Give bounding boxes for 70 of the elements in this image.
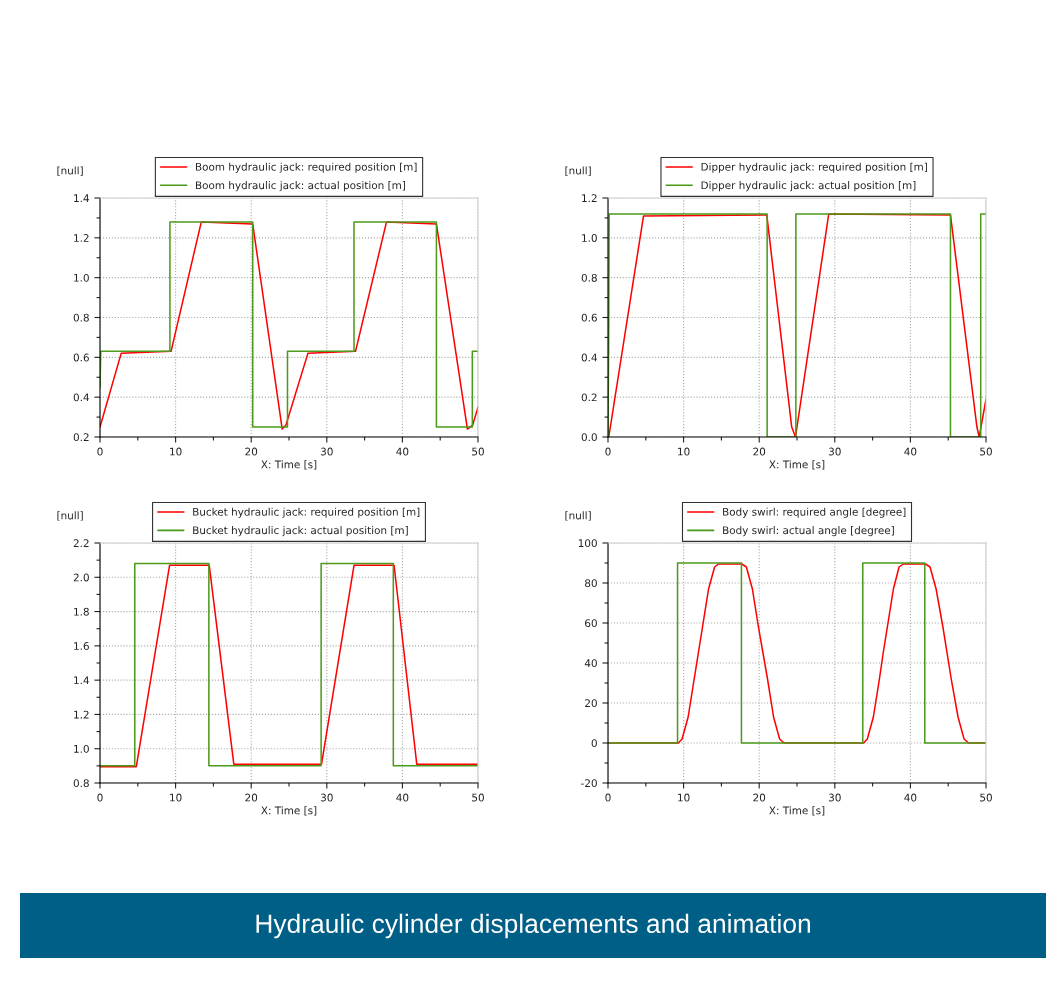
- x-tick-label: 10: [678, 447, 690, 456]
- x-tick-label: 50: [980, 447, 992, 456]
- y-tick-label: 0.4: [581, 353, 597, 362]
- legend-label: Body swirl: required angle [degree]: [723, 507, 906, 518]
- x-axis-title: X: Time [s]: [261, 806, 317, 816]
- y-tick-label: 0: [591, 739, 597, 748]
- y-tick-label: 1.4: [74, 194, 89, 202]
- y-tick-label: 1.0: [582, 234, 597, 242]
- x-tick-label: 20: [245, 793, 258, 802]
- y-tick-label: 80: [585, 579, 597, 588]
- x-tick-label: 40: [904, 447, 917, 456]
- x-tick-label: 20: [753, 447, 766, 456]
- x-axis-title: X: Time [s]: [769, 806, 825, 816]
- x-axis-title: X: Time [s]: [261, 460, 317, 470]
- x-tick-label: 30: [320, 447, 333, 456]
- y-tick-label: 1.2: [74, 234, 89, 242]
- x-tick-label: 10: [170, 793, 182, 802]
- y-tick-label: 0.6: [581, 313, 597, 322]
- x-tick-label: 30: [828, 447, 841, 456]
- y-tick-label: -20: [581, 779, 597, 788]
- y-axis-title: [null]: [57, 166, 83, 176]
- y-tick-label: 2.0: [73, 573, 89, 582]
- y-tick-label: 0.8: [73, 313, 89, 322]
- y-tick-label: 0.2: [581, 393, 597, 402]
- x-tick-label: 20: [753, 793, 766, 802]
- x-tick-label: 0: [605, 447, 611, 456]
- legend-label: Bucket hydraulic jack: required position [m]: [193, 507, 420, 518]
- x-tick-label: 0: [97, 447, 103, 456]
- y-tick-label: 0.6: [73, 353, 89, 362]
- legend-label: Dipper hydraulic jack: required position [m]: [701, 162, 927, 173]
- x-tick-label: 30: [828, 793, 841, 802]
- x-tick-label: 10: [678, 793, 690, 802]
- y-tick-label: 0.8: [73, 779, 89, 788]
- y-tick-label: 40: [584, 659, 597, 668]
- y-tick-label: 0.8: [581, 273, 597, 282]
- y-tick-label: 1.0: [74, 273, 89, 282]
- y-tick-label: 1.8: [74, 607, 89, 616]
- legend-label: Boom hydraulic jack: required position [m]: [195, 162, 417, 173]
- x-tick-label: 40: [904, 793, 917, 802]
- text: Hydraulic cylinder displacements and animation: [256, 913, 810, 939]
- x-axis-title: X: Time [s]: [769, 460, 825, 470]
- y-tick-label: 0.2: [73, 433, 89, 442]
- x-tick-label: 0: [605, 793, 611, 802]
- y-tick-label: 2.2: [73, 539, 89, 547]
- y-tick-label: 60: [585, 619, 597, 628]
- y-tick-label: 0.4: [73, 393, 89, 402]
- legend-label: Bucket hydraulic jack: actual position [m]: [193, 526, 408, 537]
- x-tick-label: 10: [170, 447, 182, 456]
- y-tick-label: 1.0: [74, 744, 89, 753]
- y-axis-title: [null]: [565, 511, 591, 521]
- legend-label: Dipper hydraulic jack: actual position [m]: [701, 181, 916, 192]
- x-tick-label: 50: [472, 447, 484, 456]
- y-axis-title: [null]: [565, 166, 591, 176]
- x-tick-label: 40: [396, 447, 409, 456]
- y-tick-label: 100: [578, 539, 597, 548]
- y-tick-label: 1.6: [74, 642, 89, 650]
- x-tick-label: 0: [97, 793, 103, 802]
- y-tick-label: 0.0: [581, 433, 597, 442]
- x-tick-label: 40: [396, 793, 409, 802]
- x-tick-label: 30: [320, 793, 333, 802]
- legend-label: Boom hydraulic jack: actual position [m]: [195, 181, 405, 192]
- y-axis-title: [null]: [57, 511, 83, 521]
- x-tick-label: 50: [980, 793, 992, 802]
- y-tick-label: 1.2: [582, 194, 597, 202]
- y-tick-label: 1.2: [74, 710, 89, 719]
- x-tick-label: 20: [245, 447, 258, 456]
- y-tick-label: 1.4: [74, 676, 89, 685]
- x-tick-label: 50: [472, 793, 484, 802]
- legend-label: Body swirl: actual angle [degree]: [723, 526, 894, 537]
- y-tick-label: 20: [585, 699, 597, 708]
